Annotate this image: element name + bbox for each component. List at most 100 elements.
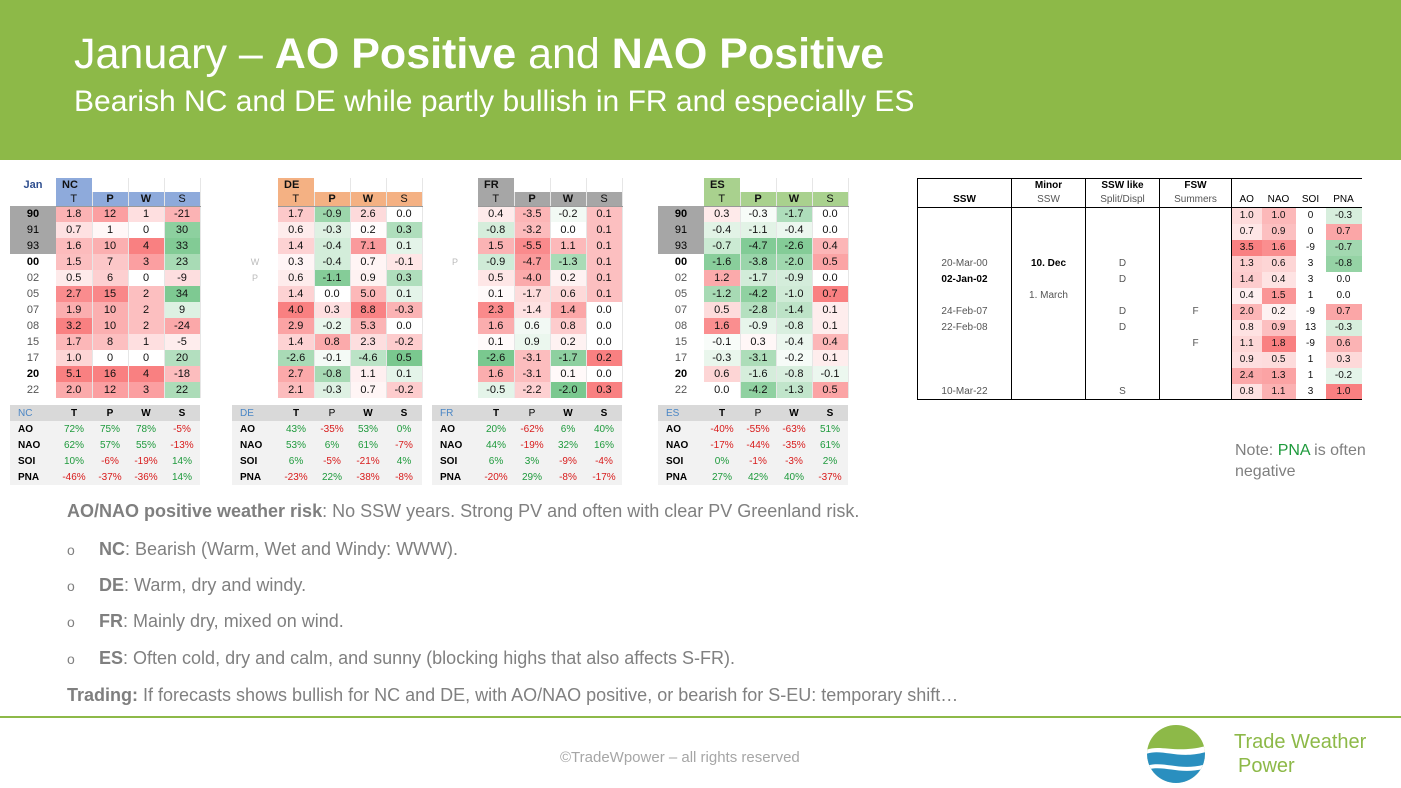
correlation-index-label: NAO — [432, 437, 478, 453]
table-row: SOI 0% -1% -3% 2% — [658, 453, 848, 469]
column-header-t: T — [704, 192, 741, 207]
value-cell: 2 — [128, 286, 165, 302]
year-label — [232, 286, 278, 302]
value-cell: 0.0 — [586, 318, 623, 334]
brand-name-line1: Trade Weather — [1234, 731, 1367, 753]
table-row: 0.1 0.9 0.2 0.0 — [432, 334, 623, 350]
ssw-minor — [1011, 367, 1086, 384]
table-row: P 0.6 -1.1 0.9 0.3 — [232, 270, 423, 286]
bullet-label: FR — [99, 611, 123, 631]
value-cell: -3.8 — [740, 254, 777, 270]
correlation-index-label: AO — [658, 421, 704, 437]
ssw-header-top — [1231, 178, 1262, 193]
year-label — [232, 302, 278, 318]
correlation-value: 4% — [386, 453, 422, 469]
ssw-date — [917, 239, 1012, 256]
table-row: 3.5 1.6 -9 -0.7 — [917, 239, 1362, 256]
table-row: AO -40% -55% -63% 51% — [658, 421, 848, 437]
value-cell: 1 — [92, 222, 129, 238]
pna-value: -0.3 — [1325, 207, 1362, 224]
value-cell: 1.5 — [56, 254, 93, 270]
value-cell: 0.3 — [314, 302, 351, 318]
value-cell: -0.1 — [812, 366, 849, 382]
value-cell: 2.3 — [478, 302, 515, 318]
ssw-like: D — [1085, 255, 1160, 272]
region-table-fr: FR T P W S 0.4 -3.5 -0.2 0.1 -0.8 -3.2 0.0 0.1 1.5 -5.… — [432, 178, 623, 398]
table-row: 1.6 -3.1 0.1 0.0 — [432, 366, 623, 382]
correlation-value: 62% — [56, 437, 92, 453]
year-label: 17 — [674, 352, 688, 364]
correlation-region-name: FR — [432, 405, 478, 421]
value-cell: 1.1 — [350, 366, 387, 382]
table-row: 15 1.7 8 1 -5 — [10, 334, 201, 350]
ao-value: 1.1 — [1231, 335, 1262, 352]
value-cell: 4 — [128, 366, 165, 382]
ssw-column-header: SSW — [1011, 192, 1086, 208]
year-label: 07 — [674, 304, 688, 316]
value-cell: 0.1 — [586, 238, 623, 254]
soi-value: 1 — [1307, 370, 1314, 381]
correlation-value: -3% — [776, 453, 812, 469]
table-row: 93 -0.7 -4.7 -2.6 0.4 — [658, 238, 849, 254]
year-label: P — [251, 273, 258, 283]
region-header-fill — [812, 178, 849, 192]
correlation-value: 6% — [314, 437, 350, 453]
correlation-region-name: DE — [232, 405, 278, 421]
ao-value: 1.3 — [1231, 255, 1262, 272]
ssw-column-header: SSW — [917, 192, 1012, 208]
nao-value: 1.0 — [1261, 207, 1296, 224]
bullet-marker: o — [67, 542, 75, 558]
header-banner: January – AO Positive and NAO Positive B… — [0, 0, 1401, 160]
value-cell: -0.4 — [314, 238, 351, 254]
table-row: 02 1.2 -1.7 -0.9 0.0 — [658, 270, 849, 286]
correlation-value: -35% — [776, 437, 812, 453]
year-label — [432, 286, 478, 302]
column-header-s: S — [386, 192, 423, 207]
value-cell: -2.8 — [740, 302, 777, 318]
value-cell: -0.8 — [314, 366, 351, 382]
correlation-index-label: AO — [10, 421, 56, 437]
nao-value: 1.3 — [1261, 367, 1296, 384]
value-cell: -2.0 — [776, 254, 813, 270]
value-cell: 0.2 — [586, 350, 623, 366]
table-row: 22-Feb-08 D 0.8 0.9 13 -0.3 — [917, 319, 1362, 336]
table-row: W 0.3 -0.4 0.7 -0.1 — [232, 254, 423, 270]
table-row: -2.6 -0.1 -4.6 0.5 — [232, 350, 423, 366]
table-row: 90 1.8 12 1 -21 — [10, 206, 201, 222]
ssw-like — [1085, 207, 1160, 224]
year-label: 08 — [674, 320, 688, 332]
table-row: NAO 53% 6% 61% -7% — [232, 437, 422, 453]
value-cell: 0.1 — [586, 222, 623, 238]
pna-value: 0.0 — [1325, 271, 1362, 288]
column-header-w: W — [550, 192, 587, 207]
value-cell: -1.3 — [776, 382, 813, 398]
table-row: 91 0.7 1 0 30 — [10, 222, 201, 238]
year-column-spacer — [432, 192, 478, 206]
ssw-minor — [1011, 223, 1086, 240]
pna-note: Note: PNA is often negative — [1235, 440, 1395, 482]
correlation-index-label: PNA — [658, 469, 704, 485]
value-cell: 2.9 — [278, 318, 315, 334]
table-row: 17 -0.3 -3.1 -0.2 0.1 — [658, 350, 849, 366]
year-label — [232, 222, 278, 238]
table-row: 15 -0.1 0.3 -0.4 0.4 — [658, 334, 849, 350]
value-cell: 1.4 — [278, 238, 315, 254]
value-cell: -21 — [164, 206, 201, 222]
correlation-column-header: P — [514, 405, 550, 421]
region-name: NC — [56, 178, 92, 192]
value-cell: 1.1 — [550, 238, 587, 254]
ssw-minor — [1011, 335, 1086, 352]
table-row: 08 3.2 10 2 -24 — [10, 318, 201, 334]
correlation-index-label: NAO — [232, 437, 278, 453]
pna-value: 0.7 — [1325, 303, 1362, 320]
fsw-summers — [1159, 207, 1232, 224]
ao-value: 1.0 — [1231, 207, 1262, 224]
correlation-column-header: W — [550, 405, 586, 421]
bullet-marker: o — [67, 651, 75, 667]
year-label — [232, 366, 278, 382]
value-cell: 0.2 — [550, 270, 587, 286]
table-row: 08 1.6 -0.9 -0.8 0.1 — [658, 318, 849, 334]
value-cell: 2.1 — [278, 382, 315, 398]
value-cell: -1.4 — [776, 302, 813, 318]
fsw-summers — [1159, 239, 1232, 256]
